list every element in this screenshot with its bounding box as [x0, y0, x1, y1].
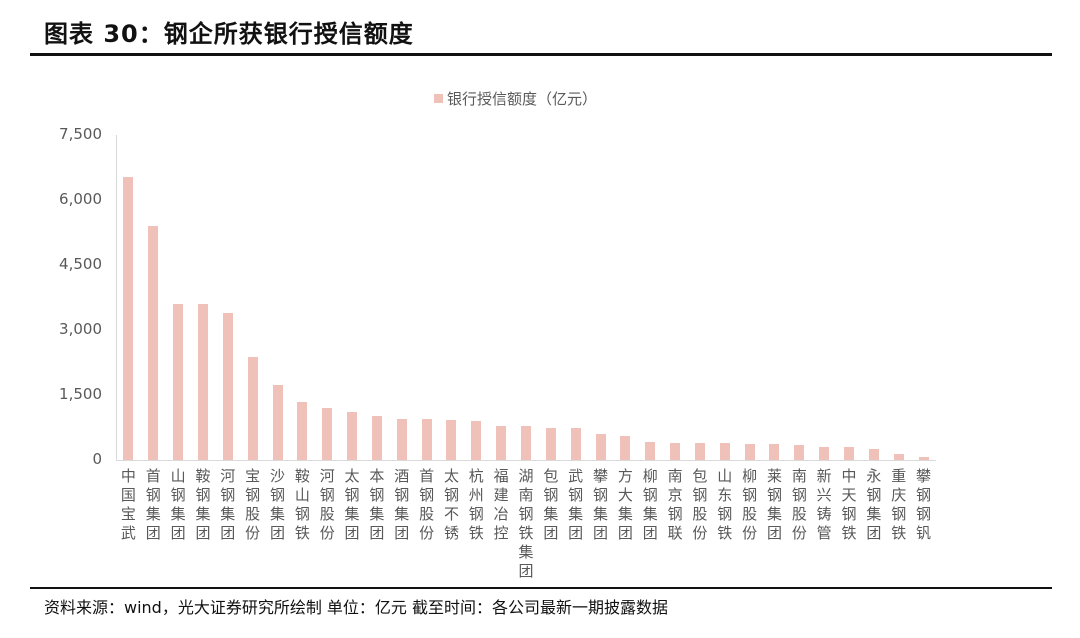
bar: [197, 304, 208, 460]
x-tick-label: 新兴铸管: [816, 467, 832, 542]
x-tick-label: 柳钢集团: [642, 467, 658, 542]
bar: [222, 313, 233, 460]
legend-swatch-icon: [434, 94, 443, 103]
x-tick-label: 河钢集团: [220, 467, 236, 542]
bar: [794, 445, 805, 460]
x-tick-label: 湖南钢铁集团: [518, 467, 534, 580]
y-tick-label: 4,500: [59, 255, 102, 273]
bar: [620, 436, 631, 460]
bar: [521, 426, 531, 460]
x-tick-label: 武钢集团: [568, 467, 584, 542]
x-tick-label: 重庆钢铁: [891, 467, 907, 542]
x-tick-label: 杭州钢铁: [468, 467, 484, 542]
x-tick-label: 南京钢联: [667, 467, 683, 542]
y-tick-label: 7,500: [59, 125, 102, 143]
x-tick-label: 河钢股份: [319, 467, 335, 542]
bar: [297, 401, 308, 460]
x-tick-label: 中天钢铁: [841, 467, 857, 542]
bar: [645, 441, 656, 460]
x-tick-label: 首钢集团: [145, 467, 161, 542]
x-tick-label: 太钢不锈: [443, 467, 459, 542]
x-tick-label: 攀钢集团: [593, 467, 609, 542]
y-axis-line: [116, 135, 117, 461]
legend-label: 银行授信额度（亿元）: [447, 90, 598, 108]
bar: [595, 434, 606, 460]
bar: [322, 408, 333, 460]
source-note: 资料来源：wind，光大证券研究所绘制 单位：亿元 截至时间：各公司最新一期披露…: [44, 598, 669, 617]
x-tick-label: 山东钢铁: [717, 467, 733, 542]
x-tick-label: 酒钢集团: [394, 467, 410, 542]
chart-legend: 银行授信额度（亿元）: [434, 88, 597, 109]
bar: [570, 427, 581, 460]
bar: [918, 456, 929, 460]
x-tick-label: 永钢集团: [866, 467, 882, 542]
chart-title: 图表 30：钢企所获银行授信额度: [44, 20, 414, 48]
bar: [396, 418, 407, 460]
x-tick-label: 宝钢股份: [245, 467, 261, 542]
y-tick-label: 1,500: [59, 385, 102, 403]
bar: [371, 416, 382, 460]
x-tick-label: 中国宝武: [120, 467, 136, 542]
x-tick-label: 鞍钢集团: [195, 467, 211, 542]
x-tick-label: 柳钢股份: [742, 467, 758, 542]
x-axis-line: [116, 460, 936, 461]
bar: [670, 443, 681, 460]
x-tick-label: 山钢集团: [170, 467, 186, 542]
x-axis-labels: 中国宝武 首钢集团 山钢集团 鞍钢集团 河钢集团 宝钢股份 沙钢集团 鞍山钢铁 河钢股份 太钢集团…: [116, 467, 936, 580]
bar: [719, 443, 730, 460]
bar: [769, 444, 780, 460]
bar: [272, 385, 283, 460]
x-tick-label: 南钢股份: [791, 467, 807, 542]
title-divider: [30, 53, 1052, 56]
x-tick-label: 沙钢集团: [269, 467, 285, 542]
bar: [471, 421, 482, 460]
x-tick-label: 方大集团: [617, 467, 633, 542]
x-tick-label: 鞍山钢铁: [294, 467, 310, 542]
x-tick-label: 太钢集团: [344, 467, 360, 542]
bar: [694, 443, 705, 460]
x-tick-label: 包钢股份: [692, 467, 708, 542]
bar: [744, 443, 755, 460]
x-tick-label: 攀钢钢钒: [916, 467, 932, 542]
y-tick-label: 0: [92, 450, 102, 468]
bar: [844, 447, 855, 460]
plot-area: [116, 135, 936, 460]
bar: [148, 226, 159, 460]
x-tick-label: 莱钢集团: [766, 467, 782, 542]
bar: [868, 449, 879, 460]
y-tick-label: 6,000: [59, 190, 102, 208]
bar: [893, 453, 904, 460]
x-tick-label: 福建冶控: [493, 467, 509, 542]
bar: [173, 304, 184, 460]
y-tick-label: 3,000: [59, 320, 102, 338]
x-tick-label: 首钢股份: [419, 467, 435, 542]
bar: [496, 426, 507, 460]
bar: [347, 411, 358, 460]
footer-divider: [30, 587, 1052, 589]
bar: [446, 420, 457, 460]
bar: [421, 418, 432, 460]
bar: [819, 446, 830, 460]
x-tick-label: 包钢集团: [543, 467, 559, 542]
bar: [545, 427, 556, 460]
x-tick-label: 本钢集团: [369, 467, 385, 542]
bar: [247, 356, 258, 460]
bar: [123, 177, 134, 460]
